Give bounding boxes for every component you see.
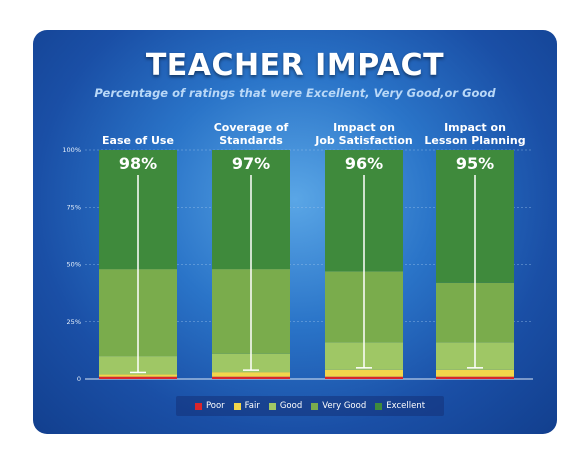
bar-2-poor: [325, 376, 403, 379]
bar-1-poor: [212, 376, 290, 379]
bar-3-poor: [436, 376, 514, 379]
y-tick-label-1: 25%: [67, 318, 81, 326]
chart-subtitle: Percentage of ratings that were Excellen…: [94, 86, 496, 100]
category-label-1-line-0: Coverage of: [214, 121, 289, 134]
legend-label-fair: Fair: [244, 401, 260, 411]
legend-label-excellent: Excellent: [386, 401, 426, 411]
legend: Poor Fair Good Very Good Excellent: [176, 396, 444, 416]
legend-label-poor: Poor: [205, 401, 225, 411]
category-label-1-line-1: Standards: [219, 134, 283, 147]
chart-panel: TEACHER IMPACT Percentage of ratings tha…: [33, 30, 557, 434]
chart-title: TEACHER IMPACT: [145, 48, 445, 83]
y-tick-label-4: 100%: [62, 146, 81, 154]
bars: [99, 150, 514, 379]
y-tick-label-0: 0: [77, 375, 81, 383]
category-label-3-line-1: Lesson Planning: [424, 134, 525, 147]
legend-item-fair: Fair: [233, 401, 260, 411]
bar-0-poor: [99, 376, 177, 379]
bar-0-fair: [99, 374, 177, 377]
legend-label-very-good: Very Good: [322, 401, 367, 411]
bar-total-label-2: 96%: [345, 154, 383, 173]
legend-swatch-very-good: [311, 402, 319, 410]
legend-item-excellent: Excellent: [375, 401, 425, 411]
legend-swatch-poor: [194, 402, 202, 410]
bar-total-label-3: 95%: [456, 154, 494, 173]
labels: 0 25% 50% 75% 100% 98% Ease of Use 97% Coverage …: [62, 121, 525, 383]
legend-item-poor: Poor: [194, 401, 225, 411]
bar-total-label-0: 98%: [119, 154, 157, 173]
category-label-2-line-0: Impact on: [333, 121, 395, 134]
legend-item-good: Good: [268, 401, 303, 411]
bar-2-fair: [325, 369, 403, 377]
legend-swatch-excellent: [375, 402, 383, 410]
bar-total-label-1: 97%: [232, 154, 270, 173]
bar-1-fair: [212, 372, 290, 377]
legend-item-very-good: Very Good: [311, 401, 366, 411]
category-label-3-line-0: Impact on: [444, 121, 506, 134]
bar-3-fair: [436, 369, 514, 377]
legend-swatch-fair: [233, 402, 241, 410]
y-tick-label-3: 75%: [67, 203, 81, 211]
category-label-0-line-0: Ease of Use: [102, 134, 174, 147]
legend-swatch-good: [268, 402, 276, 410]
y-tick-label-2: 50%: [67, 261, 81, 269]
stacked-bar-chart: 0 25% 50% 75% 100% 98% Ease of Use 97% Coverage …: [62, 121, 533, 383]
legend-label-good: Good: [279, 401, 303, 411]
category-label-2-line-1: Job Satisfaction: [314, 134, 412, 147]
